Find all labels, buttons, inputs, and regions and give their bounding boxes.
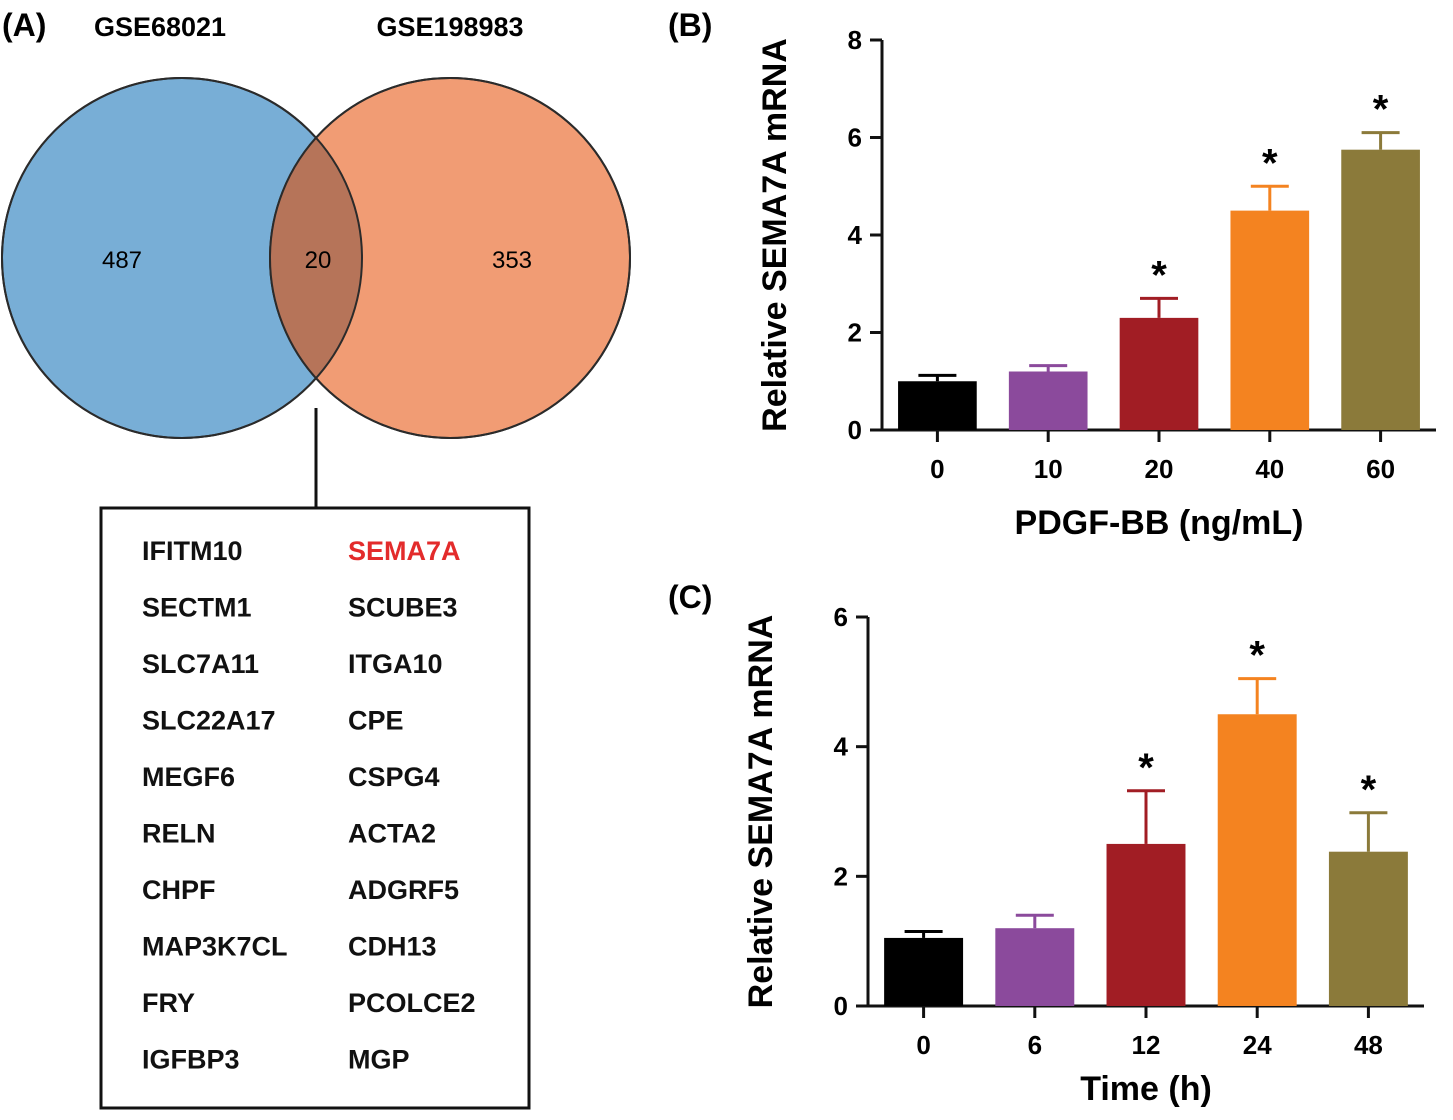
venn-set-b-name: GSE198983 [376,12,523,42]
gene-item-highlighted: SEMA7A [348,536,461,566]
bar [1119,317,1199,430]
gene-item: ACTA2 [348,819,436,849]
overlap-gene-list: IFITM10 SECTM1 SLC7A11 SLC22A17 MEGF6 RELN CHP… [142,536,476,1075]
gene-item: RELN [142,819,216,849]
gene-item: CDH13 [348,932,437,962]
bar [898,381,977,430]
venn-panel: (A) GSE68021 GSE198983 487 20 353 IFITM1… [1,7,631,1110]
y-tick-label: 8 [848,25,862,55]
gene-item: CPE [348,706,404,736]
panel-label: (C) [668,579,712,615]
bar [884,937,964,1006]
gene-item: CSPG4 [348,762,440,792]
gene-item: SLC7A11 [142,649,259,679]
y-tick-label: 4 [848,220,863,250]
x-tick-label: 48 [1354,1030,1383,1060]
significance-marker: * [1138,746,1154,790]
gene-item: MEGF6 [142,762,235,792]
gene-item: ADGRF5 [348,875,459,905]
bar [1230,210,1310,430]
y-tick-label: 4 [834,732,849,762]
gene-item: IGFBP3 [142,1045,240,1075]
x-tick-label: 10 [1034,454,1063,484]
gene-item: IFITM10 [142,536,243,566]
bar [1328,851,1408,1006]
x-tick-label: 40 [1255,454,1284,484]
x-axis-title: Time (h) [1080,1070,1212,1108]
significance-marker: * [1373,88,1389,132]
gene-item: CHPF [142,875,216,905]
venn-set-a-name: GSE68021 [94,12,226,42]
venn-count-overlap: 20 [305,247,332,274]
x-tick-label: 24 [1243,1030,1272,1060]
panel-label-a: (A) [2,7,46,43]
x-tick-label: 0 [916,1030,930,1060]
y-tick-label: 0 [834,991,848,1021]
y-tick-label: 2 [834,861,848,891]
y-tick-label: 6 [848,123,862,153]
y-tick-label: 0 [848,415,862,445]
bar [1106,843,1186,1006]
gene-item: SLC22A17 [142,706,276,736]
gene-item: PCOLCE2 [348,988,476,1018]
x-tick-label: 6 [1028,1030,1042,1060]
x-tick-label: 20 [1145,454,1174,484]
bar [1217,714,1297,1006]
gene-item: MAP3K7CL [142,932,288,962]
bar [1008,371,1088,430]
y-tick-label: 2 [848,318,862,348]
x-tick-label: 0 [930,454,944,484]
significance-marker: * [1151,253,1167,297]
venn-count-only-a: 487 [102,247,142,274]
overlap-gene-list-box [99,506,531,1110]
chart-panel-b: (B) 0 2 4 6 8 0 10 20 * 40 * 60 * PDGF-BB (ng/mL) Relat… [668,7,1436,542]
panel-label: (B) [668,7,712,43]
venn-circle-a-outline [1,77,363,439]
venn-circle-b-outline [269,77,631,439]
x-tick-label: 12 [1132,1030,1161,1060]
gene-item: FRY [142,988,195,1018]
venn-count-only-b: 353 [492,247,532,274]
significance-marker: * [1361,768,1377,812]
y-axis-title: Relative SEMA7A mRNA [742,615,780,1009]
gene-item: ITGA10 [348,649,443,679]
gene-item: MGP [348,1045,410,1075]
bar [1341,149,1420,430]
x-axis-title: PDGF-BB (ng/mL) [1015,504,1304,542]
gene-item: SECTM1 [142,593,252,623]
gene-item: SCUBE3 [348,593,458,623]
x-tick-label: 60 [1366,454,1395,484]
y-axis-title: Relative SEMA7A mRNA [756,38,794,432]
significance-marker: * [1262,141,1278,185]
bar [995,928,1075,1006]
significance-marker: * [1249,634,1265,678]
y-tick-label: 6 [834,602,848,632]
